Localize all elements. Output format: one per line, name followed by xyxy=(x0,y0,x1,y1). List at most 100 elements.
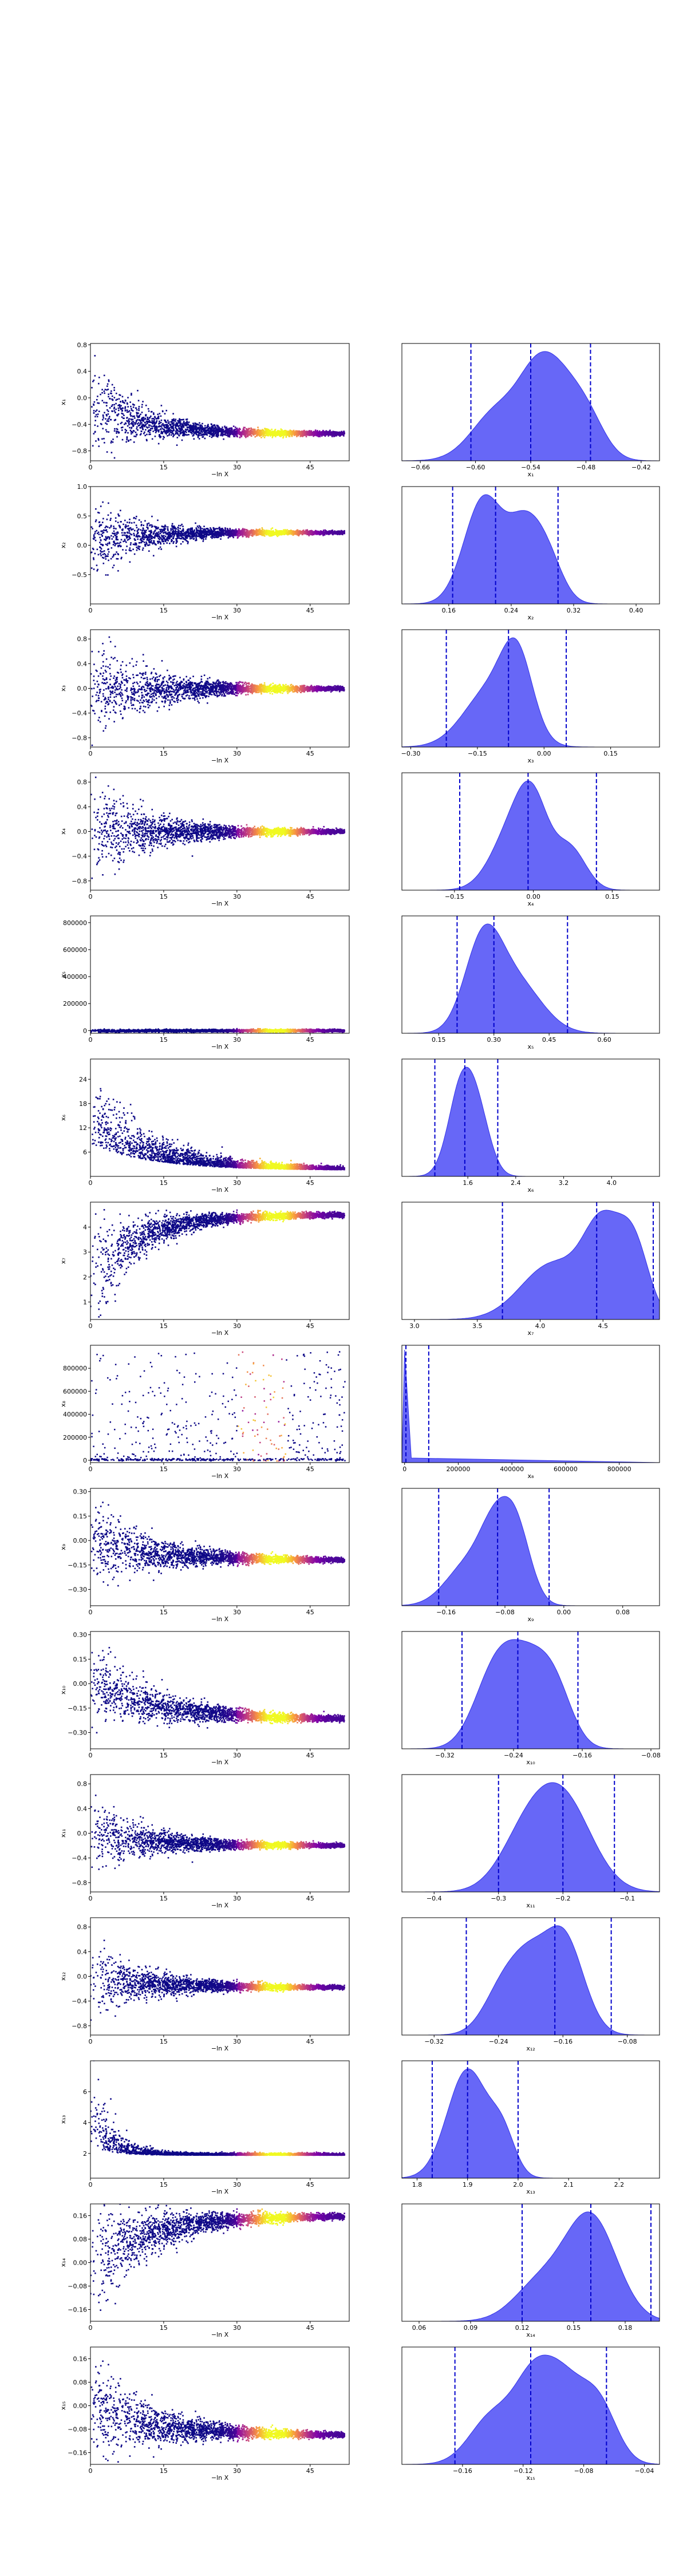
scatter-point xyxy=(162,422,164,425)
scatter-panel-1: 0 15 30 450.80.40.0−0.4−0.8−ln Xx₁ xyxy=(60,341,350,478)
scatter-point xyxy=(219,430,221,432)
scatter-point xyxy=(140,538,142,540)
scatter-point xyxy=(316,431,318,433)
scatter-point xyxy=(109,536,110,538)
scatter-point xyxy=(202,428,204,430)
scatter-point xyxy=(328,530,330,532)
scatter-point xyxy=(104,392,105,394)
scatter-point xyxy=(160,432,162,434)
scatter-point xyxy=(154,429,156,432)
scatter-point xyxy=(275,434,277,436)
scatter-point xyxy=(136,428,138,430)
scatter-point xyxy=(90,567,93,569)
scatter-point xyxy=(177,430,179,432)
scatter-point xyxy=(235,433,236,435)
scatter-point xyxy=(279,435,281,437)
scatter-point xyxy=(116,536,118,538)
scatter-point xyxy=(165,421,167,423)
scatter-point xyxy=(105,418,106,420)
scatter-point xyxy=(232,432,234,434)
scatter-point xyxy=(217,425,219,427)
scatter-point xyxy=(147,421,149,422)
scatter-point xyxy=(214,424,216,426)
scatter-point xyxy=(93,410,95,412)
scatter-point xyxy=(183,421,185,422)
scatter-point xyxy=(157,430,160,433)
scatter-point xyxy=(92,381,94,382)
scatter-point xyxy=(236,434,238,436)
scatter-point xyxy=(134,423,136,425)
scatter-point xyxy=(93,433,95,434)
scatter-point xyxy=(292,534,294,536)
scatter-point xyxy=(94,410,97,412)
scatter-point xyxy=(106,385,108,387)
scatter-point xyxy=(197,435,199,437)
scatter-point xyxy=(281,432,282,434)
scatter-point xyxy=(136,426,138,428)
y-tick-label: 0.8 xyxy=(77,341,88,349)
scatter-point xyxy=(205,528,207,530)
scatter-point xyxy=(231,529,234,531)
scatter-point xyxy=(145,404,147,406)
scatter-point xyxy=(281,433,283,435)
scatter-point xyxy=(132,404,135,406)
scatter-point xyxy=(307,531,310,533)
scatter-point xyxy=(166,432,168,434)
scatter-point xyxy=(271,527,274,529)
scatter-point xyxy=(164,432,167,434)
scatter-point xyxy=(187,531,189,534)
scatter-point xyxy=(138,406,140,408)
scatter-point xyxy=(118,542,120,544)
scatter-point xyxy=(274,434,275,436)
scatter-point xyxy=(202,535,204,538)
scatter-point xyxy=(151,515,153,517)
scatter-point xyxy=(161,531,164,532)
scatter-point xyxy=(322,534,324,536)
scatter-point xyxy=(110,393,112,394)
scatter-point xyxy=(222,531,224,532)
scatter-point xyxy=(120,509,121,512)
scatter-point xyxy=(218,434,219,437)
scatter-points xyxy=(91,355,345,459)
scatter-point xyxy=(121,556,123,559)
scatter-point xyxy=(244,426,246,429)
scatter-point xyxy=(227,432,228,434)
scatter-point xyxy=(130,418,132,420)
scatter-point xyxy=(324,529,326,531)
scatter-point xyxy=(133,517,135,519)
scatter-point xyxy=(266,531,268,533)
scatter-point xyxy=(273,533,275,535)
scatter-point xyxy=(247,430,250,433)
scatter-point xyxy=(176,444,178,446)
scatter-point xyxy=(197,532,199,535)
scatter-point xyxy=(150,534,152,536)
scatter-point xyxy=(244,430,246,432)
scatter-point xyxy=(200,535,202,538)
scatter-point xyxy=(296,436,298,437)
scatter-point xyxy=(125,429,128,432)
scatter-point xyxy=(104,527,106,529)
scatter-point xyxy=(138,519,140,521)
scatter-point xyxy=(171,532,173,535)
scatter-point xyxy=(139,539,141,541)
scatter-point xyxy=(198,535,200,537)
scatter-point xyxy=(125,524,127,526)
scatter-point xyxy=(109,418,112,421)
scatter-point xyxy=(132,406,135,408)
scatter-point xyxy=(159,422,160,424)
scatter-point xyxy=(159,425,160,427)
scatter-point xyxy=(133,553,136,555)
scatter-point xyxy=(289,431,291,433)
scatter-point xyxy=(219,534,220,536)
scatter-point xyxy=(152,526,154,527)
scatter-point xyxy=(93,558,94,560)
scatter-point xyxy=(344,530,345,532)
scatter-point xyxy=(148,418,149,420)
scatter-point xyxy=(171,532,173,534)
scatter-point xyxy=(188,421,190,423)
scatter-point xyxy=(229,429,231,432)
scatter-point xyxy=(273,430,275,432)
scatter-point xyxy=(198,431,200,433)
scatter-point xyxy=(135,539,136,541)
scatter-point xyxy=(133,534,135,536)
